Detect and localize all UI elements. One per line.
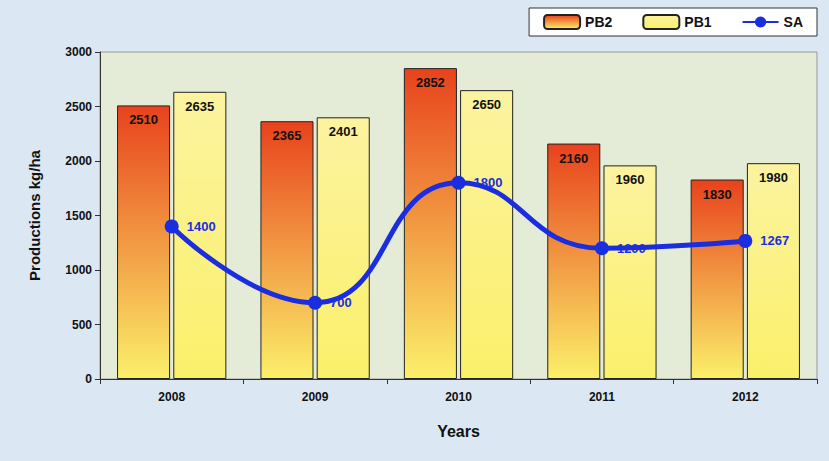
svg-text:2000: 2000 (65, 154, 92, 168)
svg-text:0: 0 (85, 372, 92, 386)
svg-text:2852: 2852 (416, 75, 445, 90)
svg-text:1800: 1800 (474, 175, 503, 190)
svg-text:2160: 2160 (559, 151, 588, 166)
svg-text:700: 700 (330, 295, 352, 310)
svg-text:1000: 1000 (65, 263, 92, 277)
svg-text:2365: 2365 (273, 128, 302, 143)
svg-text:2011: 2011 (589, 390, 615, 404)
svg-text:PB1: PB1 (684, 14, 711, 30)
svg-text:500: 500 (72, 318, 92, 332)
svg-text:2010: 2010 (445, 390, 472, 404)
svg-text:2008: 2008 (158, 390, 185, 404)
svg-text:2510: 2510 (129, 112, 158, 127)
svg-text:Years: Years (437, 423, 480, 440)
svg-text:2009: 2009 (302, 390, 329, 404)
svg-text:1200: 1200 (617, 241, 646, 256)
svg-text:1267: 1267 (760, 233, 789, 248)
svg-text:1400: 1400 (187, 219, 216, 234)
svg-text:Productions kg/ha: Productions kg/ha (26, 149, 43, 281)
svg-text:3000: 3000 (65, 45, 92, 59)
svg-text:2500: 2500 (65, 100, 92, 114)
svg-text:1830: 1830 (703, 187, 732, 202)
svg-text:SA: SA (784, 14, 803, 30)
svg-text:PB2: PB2 (585, 14, 612, 30)
svg-text:2650: 2650 (472, 97, 501, 112)
svg-text:1980: 1980 (759, 170, 788, 185)
svg-text:1500: 1500 (65, 209, 92, 223)
svg-text:2012: 2012 (732, 390, 759, 404)
svg-text:1960: 1960 (616, 172, 645, 187)
svg-text:2401: 2401 (329, 124, 358, 139)
svg-text:2635: 2635 (185, 99, 214, 114)
